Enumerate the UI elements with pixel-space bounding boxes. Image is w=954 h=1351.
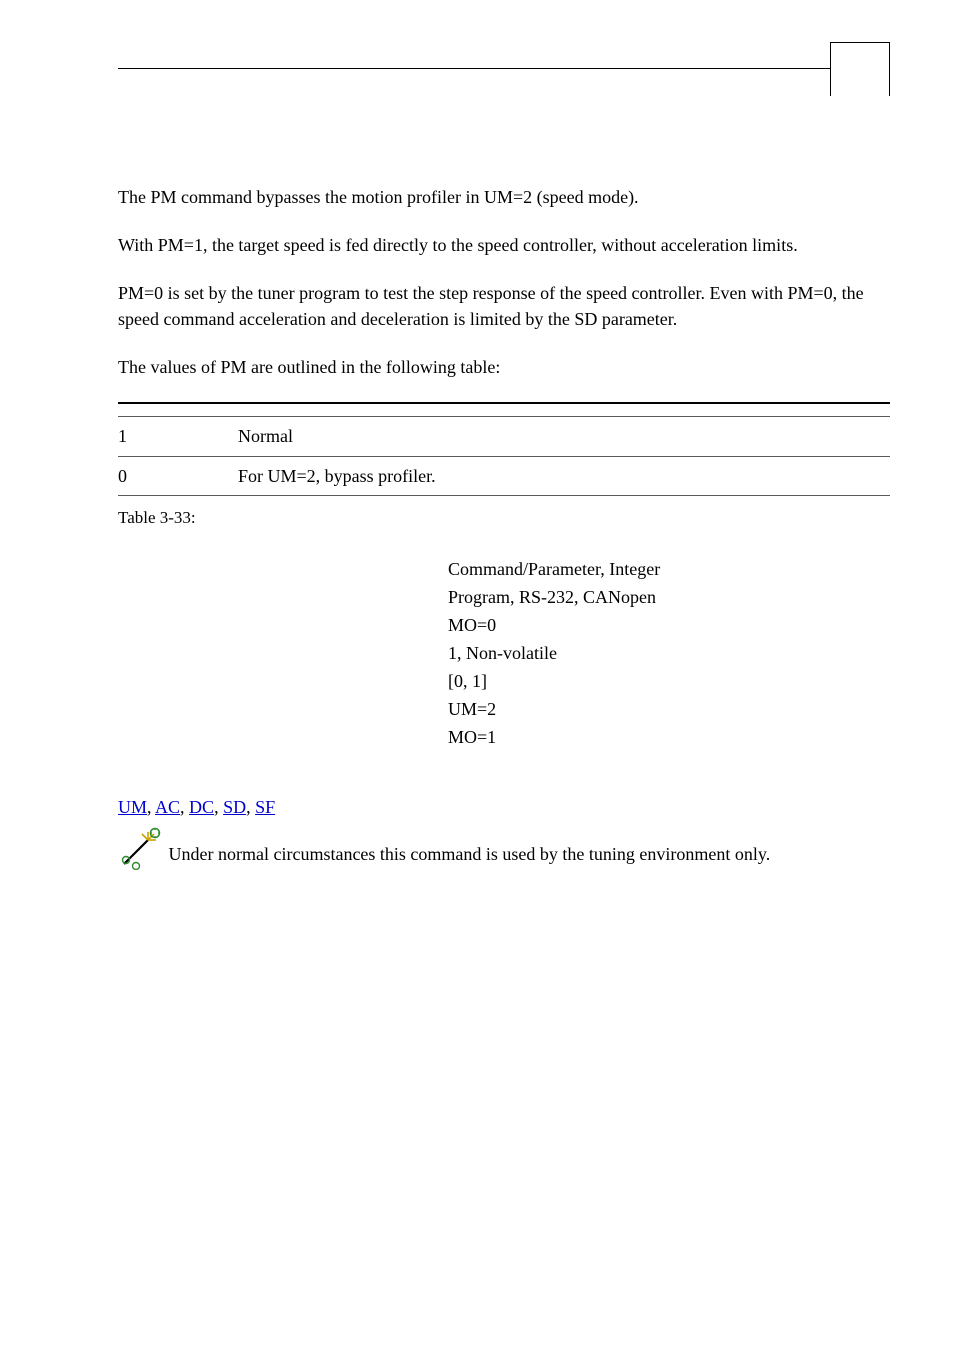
link-separator: ,: [147, 797, 155, 817]
paragraph: The PM command bypasses the motion profi…: [118, 184, 890, 210]
attr-line: 1, Non-volatile: [448, 640, 890, 668]
link-separator: ,: [214, 797, 223, 817]
table-cell-value: 1: [118, 417, 238, 456]
note-text: Under normal circumstances this command …: [164, 844, 770, 864]
attr-line: [0, 1]: [448, 668, 890, 696]
corner-page-box: [830, 42, 890, 96]
attr-line: MO=0: [448, 612, 890, 640]
magic-wand-icon: [118, 826, 162, 877]
page: The PM command bypasses the motion profi…: [0, 0, 954, 1351]
link-separator: ,: [246, 797, 255, 817]
tuning-note: Under normal circumstances this command …: [118, 826, 890, 867]
top-rule: [118, 68, 890, 69]
paragraph: The values of PM are outlined in the fol…: [118, 354, 890, 380]
attributes-block: Command/Parameter, Integer Program, RS-2…: [448, 556, 890, 751]
attr-line: MO=1: [448, 724, 890, 752]
table-cell-desc: Normal: [238, 417, 890, 456]
pm-values-table: 1 Normal 0 For UM=2, bypass profiler.: [118, 402, 890, 495]
link-sd[interactable]: SD: [223, 797, 246, 817]
attr-line: Command/Parameter, Integer: [448, 556, 890, 584]
table-row: 0 For UM=2, bypass profiler.: [118, 456, 890, 495]
table-cell-desc: For UM=2, bypass profiler.: [238, 456, 890, 495]
link-separator: ,: [180, 797, 189, 817]
link-um[interactable]: UM: [118, 797, 147, 817]
paragraph: PM=0 is set by the tuner program to test…: [118, 280, 890, 332]
body-content: The PM command bypasses the motion profi…: [118, 184, 890, 867]
see-also-links: UM, AC, DC, SD, SF: [118, 794, 890, 820]
link-ac[interactable]: AC: [155, 797, 180, 817]
table-row: 1 Normal: [118, 417, 890, 456]
attr-line: UM=2: [448, 696, 890, 724]
link-dc[interactable]: DC: [189, 797, 214, 817]
table-cell-value: 0: [118, 456, 238, 495]
attr-line: Program, RS-232, CANopen: [448, 584, 890, 612]
link-sf[interactable]: SF: [255, 797, 275, 817]
table-caption: Table 3-33:: [118, 506, 890, 531]
paragraph: With PM=1, the target speed is fed direc…: [118, 232, 890, 258]
